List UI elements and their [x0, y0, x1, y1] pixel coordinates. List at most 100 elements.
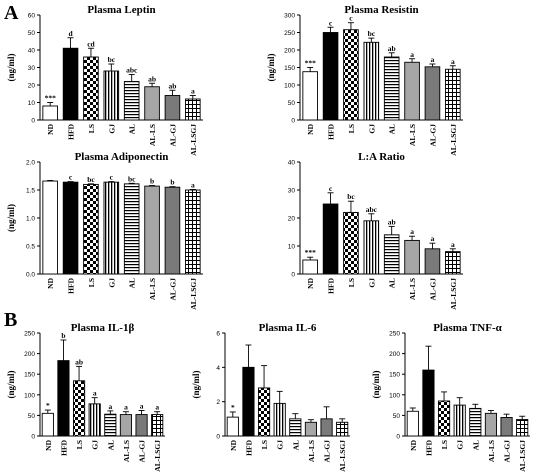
significance-label: a [191, 180, 195, 189]
significance-label: a [124, 403, 128, 412]
bar-al-gj [424, 248, 441, 275]
bar-al-ls [144, 86, 160, 121]
y-axis-label: (ng/ml) [371, 370, 381, 398]
y-tick-label: 250 [24, 331, 35, 338]
bar-al-lsgj [185, 98, 201, 121]
significance-label: cd [87, 39, 95, 48]
category-label: LS [87, 124, 96, 133]
bar-hfd [322, 32, 339, 121]
y-tick-label: 0 [396, 434, 400, 441]
y-tick-label: 0.5 [26, 244, 35, 251]
bar-hfd [62, 181, 79, 275]
panel-letter-b: B [4, 309, 18, 331]
category-label: AL-GJ [503, 440, 512, 463]
bar-ls [257, 387, 271, 437]
category-label: AL-GJ [428, 278, 437, 301]
category-label: AL-LSGJ [338, 440, 347, 472]
category-label: AL [388, 278, 397, 288]
bar-gj [363, 41, 380, 121]
category-label: ND [409, 439, 418, 450]
y-tick-label: 100 [389, 392, 400, 399]
y-tick-label: 200 [389, 351, 400, 358]
y-tick-label: 2 [216, 399, 220, 406]
bar-al [104, 413, 117, 437]
significance-label: a [431, 234, 435, 243]
y-tick-label: 0 [216, 434, 220, 441]
chart-4: Plasma IL-1β (ng/ml) 0 50 100 150 200 250 * ND b HF… [6, 322, 165, 472]
category-label: HFD [424, 439, 433, 455]
bar-al-gj [424, 66, 441, 121]
category-label: AL-LSGJ [518, 440, 527, 472]
chart-1: Plasma Resistin (ng/ml) 0 50 100 150 200 250 300… [266, 4, 463, 156]
bar-al-gj [500, 417, 513, 437]
bar-nd [42, 180, 58, 275]
bar-al-ls [304, 421, 318, 437]
y-tick-label: 150 [389, 372, 400, 379]
bar-al-ls [144, 185, 160, 275]
y-tick-label: 250 [284, 30, 295, 37]
bar-nd [302, 259, 318, 275]
category-label: HFD [67, 123, 76, 139]
bar-nd [226, 416, 239, 437]
y-tick-label: 0 [31, 434, 35, 441]
category-label: AL [128, 124, 137, 134]
category-label: GJ [456, 440, 465, 450]
category-label: LS [260, 440, 269, 449]
category-label: GJ [107, 124, 116, 134]
category-label: HFD [244, 439, 253, 455]
y-tick-label: 50 [28, 30, 36, 37]
y-tick-label: 50 [288, 100, 296, 107]
y-tick-label: 0 [291, 118, 295, 125]
significance-label: abc [366, 205, 378, 214]
significance-label: a [410, 227, 414, 236]
category-label: ND [44, 439, 53, 450]
category-label: AL [128, 278, 137, 288]
significance-label: * [46, 401, 50, 410]
category-label: AL-LSGJ [449, 124, 458, 156]
bar-al-gj [164, 95, 181, 121]
chart-title: Plasma IL-6 [259, 322, 317, 334]
category-label: AL-LSGJ [153, 440, 162, 472]
bar-gj [453, 404, 466, 437]
chart-3: L:A Ratio 0 10 20 30 40 *** ND c HFD bc LS abc GJ ab AL… [288, 151, 463, 310]
category-label: AL-LSGJ [449, 278, 458, 310]
bar-al-ls [119, 414, 133, 437]
significance-label: c [329, 184, 333, 193]
y-axis-label: (ng/ml) [191, 370, 201, 398]
significance-label: b [61, 331, 65, 340]
bar-ls [343, 211, 359, 275]
category-label: HFD [327, 123, 336, 139]
significance-label: a [93, 389, 97, 398]
significance-label: ab [75, 357, 83, 366]
significance-label: a [108, 402, 112, 411]
category-label: LS [440, 440, 449, 449]
y-axis-label: (ng/ml) [6, 370, 16, 398]
y-tick-label: 150 [284, 65, 295, 72]
bar-al [383, 56, 400, 121]
significance-label: *** [45, 94, 57, 103]
bar-hfd [57, 360, 70, 437]
y-tick-label: 6 [216, 331, 220, 338]
bar-al-lsgj [445, 68, 461, 121]
significance-label: c [69, 173, 73, 182]
significance-label: ab [388, 44, 396, 53]
bar-gj [103, 70, 120, 121]
bar-nd [42, 105, 58, 121]
y-tick-label: 50 [393, 413, 401, 420]
bar-hfd [422, 369, 435, 437]
category-label: LS [347, 278, 356, 287]
significance-label: *** [305, 248, 317, 257]
bar-ls [437, 400, 451, 437]
y-tick-label: 150 [24, 372, 35, 379]
y-axis-label: (ng/ml) [266, 53, 276, 81]
bar-gj [103, 181, 120, 275]
y-tick-label: 20 [288, 216, 296, 223]
y-tick-label: 0.0 [26, 272, 35, 279]
y-tick-label: 100 [284, 83, 295, 90]
y-tick-label: 20 [28, 83, 36, 90]
significance-label: a [155, 403, 159, 412]
category-label: AL-LS [307, 440, 316, 462]
category-label: AL-LS [122, 440, 131, 462]
category-label: GJ [367, 124, 376, 134]
category-label: AL-LS [408, 124, 417, 146]
